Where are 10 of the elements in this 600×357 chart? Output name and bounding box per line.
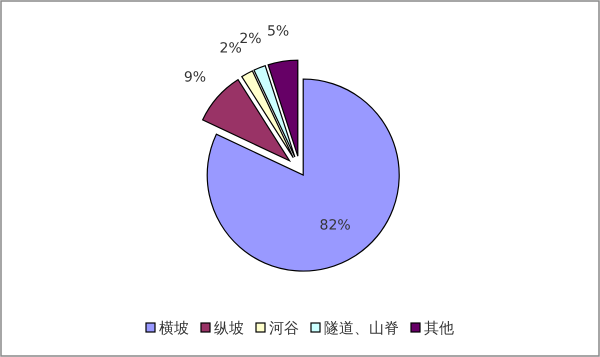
data-label: 2% xyxy=(220,40,242,56)
data-label: 2% xyxy=(239,31,262,48)
legend-label: 其他 xyxy=(424,319,454,337)
data-label: 82% xyxy=(320,217,351,234)
legend-label: 河谷 xyxy=(269,319,299,337)
legend-label: 隧道、山脊 xyxy=(324,319,399,337)
legend-label: 横坡 xyxy=(159,319,189,337)
data-label: 5% xyxy=(266,24,290,40)
data-label: 9% xyxy=(184,69,206,86)
legend-label: 纵坡 xyxy=(214,319,244,337)
